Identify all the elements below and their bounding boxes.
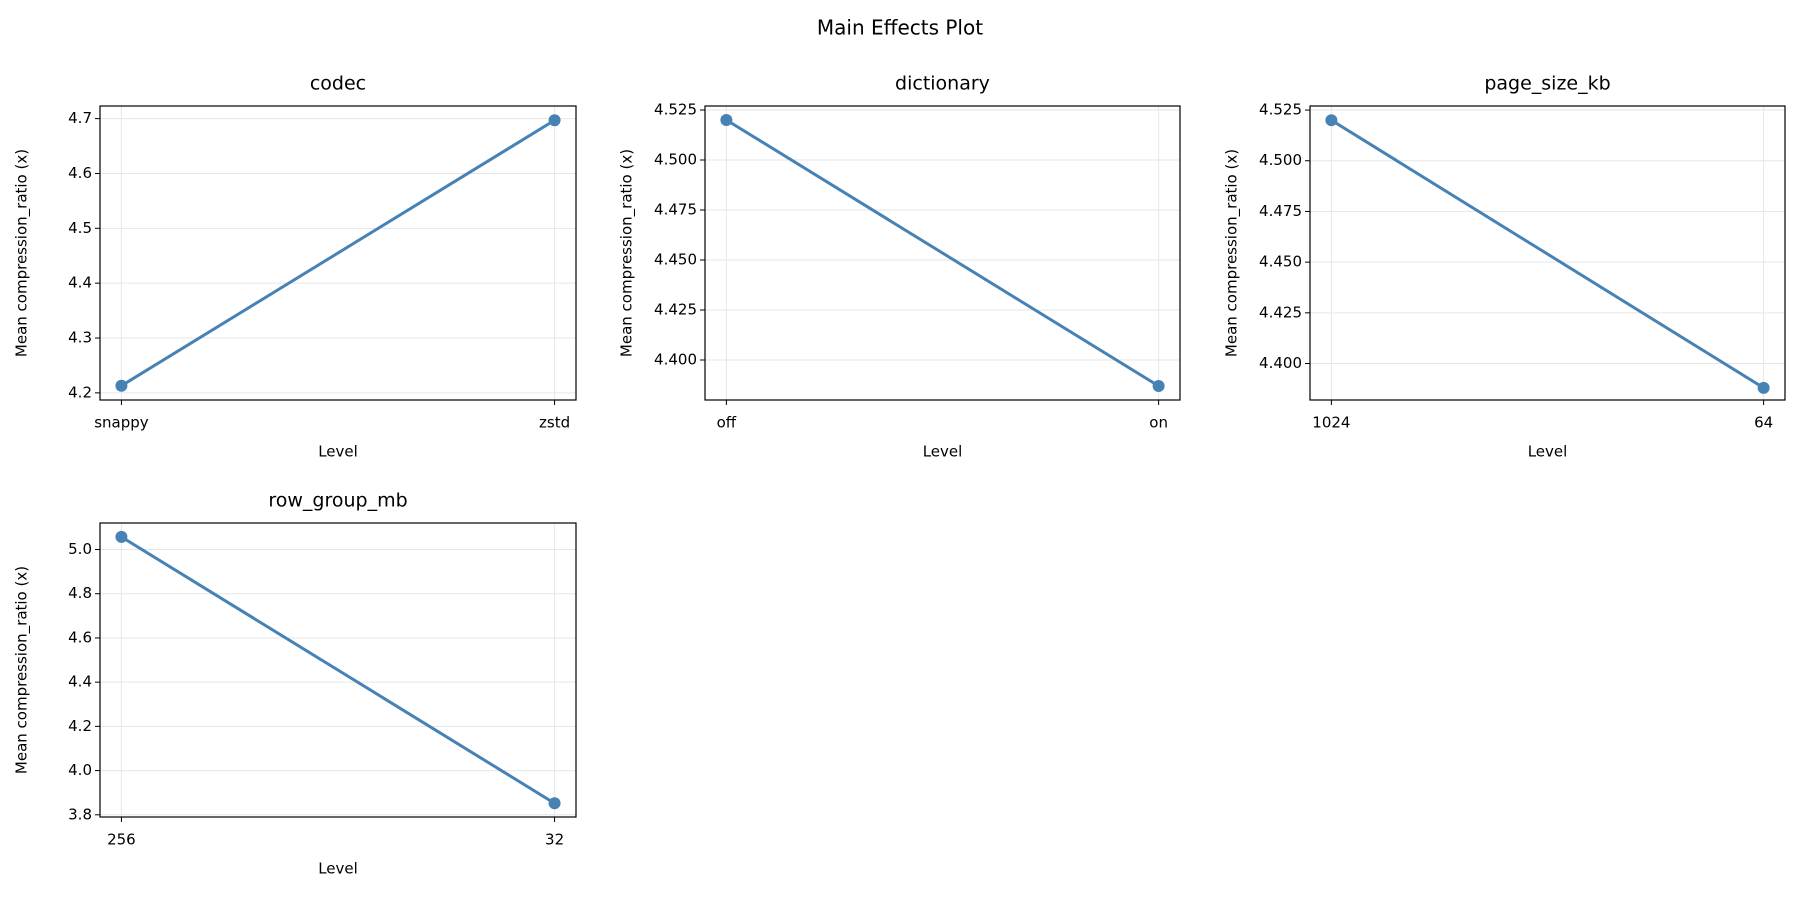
y-tick-label: 4.5	[68, 219, 92, 237]
x-axis-label: Level	[318, 443, 358, 461]
y-axis-label: Mean compression_ratio (x)	[618, 149, 637, 357]
point	[115, 530, 128, 543]
y-tick-label: 4.8	[68, 584, 92, 602]
x-tick-label: on	[1149, 414, 1168, 432]
x-axis-label: Level	[1528, 443, 1568, 461]
y-tick-label: 4.425	[654, 301, 697, 319]
panel-title: row_group_mb	[268, 490, 407, 512]
figure-title: Main Effects Plot	[817, 16, 983, 40]
axes-frame	[704, 105, 1181, 401]
y-tick-label: 4.525	[1259, 101, 1302, 119]
y-tick-label: 4.475	[1259, 202, 1302, 220]
y-tick-label: 4.500	[654, 151, 697, 169]
y-tick-label: 4.4	[68, 673, 92, 691]
x-tick-label: 32	[545, 831, 564, 849]
line	[1330, 118, 1765, 390]
point	[1152, 380, 1165, 392]
x-axis-label: Level	[318, 860, 358, 878]
y-tick-label: 4.4	[68, 274, 92, 292]
y-tick-label: 4.2	[68, 383, 92, 401]
panel-title: page_size_kb	[1484, 73, 1610, 95]
point	[548, 797, 561, 810]
x-tick-label: snappy	[94, 414, 149, 432]
axes-frame	[99, 522, 577, 818]
point	[720, 114, 733, 126]
point	[1325, 114, 1338, 127]
point	[548, 114, 561, 127]
y-tick-label: 4.450	[654, 251, 697, 269]
y-tick-label: 4.525	[654, 101, 697, 119]
line	[725, 118, 1160, 388]
point	[1757, 381, 1770, 394]
axes-frame	[99, 105, 577, 401]
y-tick-label: 4.400	[1259, 354, 1302, 372]
y-tick-label: 5.0	[68, 540, 92, 558]
y-tick-label: 4.475	[654, 201, 697, 219]
x-tick-label: 1024	[1312, 414, 1350, 432]
y-tick-label: 4.400	[654, 351, 697, 369]
line	[120, 535, 556, 805]
y-tick-label: 4.6	[68, 164, 92, 182]
x-tick-label: zstd	[539, 414, 570, 432]
y-tick-label: 4.7	[68, 109, 92, 127]
x-axis-label: Level	[923, 443, 963, 461]
y-tick-label: 3.8	[68, 805, 92, 823]
y-tick-label: 4.3	[68, 329, 92, 347]
y-tick-label: 4.0	[68, 761, 92, 779]
panel-title: codec	[310, 73, 366, 95]
y-axis-label: Mean compression_ratio (x)	[13, 149, 32, 357]
y-tick-label: 4.425	[1259, 303, 1302, 321]
y-tick-label: 4.500	[1259, 151, 1302, 169]
y-axis-label: Mean compression_ratio (x)	[1223, 149, 1242, 357]
y-axis-label: Mean compression_ratio (x)	[13, 566, 32, 774]
y-tick-label: 4.450	[1259, 253, 1302, 271]
x-tick-label: 256	[107, 831, 136, 849]
point	[115, 379, 128, 392]
line	[120, 118, 556, 388]
y-tick-label: 4.2	[68, 717, 92, 735]
y-tick-label: 4.6	[68, 628, 92, 646]
axes-frame	[1309, 105, 1786, 401]
x-tick-label: 64	[1754, 414, 1773, 432]
x-tick-label: off	[717, 414, 737, 432]
panel-title: dictionary	[895, 73, 990, 95]
